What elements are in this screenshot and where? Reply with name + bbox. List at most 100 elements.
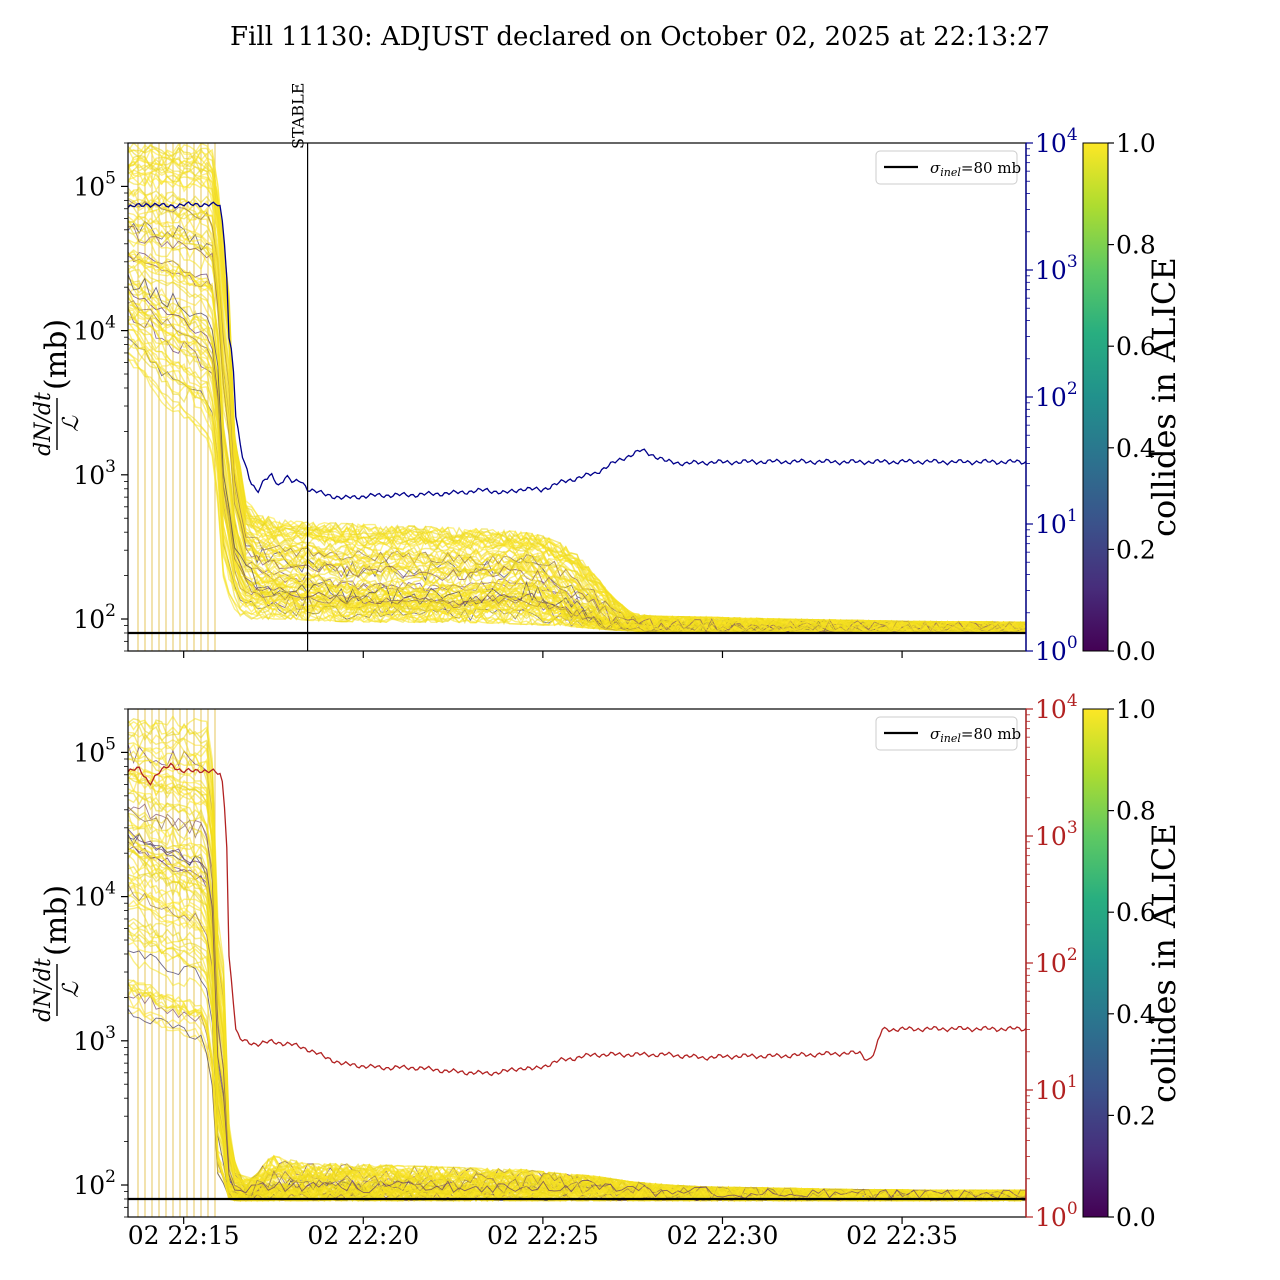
- y-axis-label: dN/dt ℒ (mb): [31, 319, 84, 456]
- bunch-trace: [128, 220, 1026, 634]
- x-tick-label: 02 22:20: [307, 1221, 419, 1250]
- y-axis-label-unit: (mb): [39, 885, 74, 956]
- bunch-trace: [128, 803, 1026, 1202]
- bottom-panel: 102 103 104 105 100 101 102 103 104 02 22:15 02 22…: [31, 691, 1183, 1250]
- bunch-trace: [128, 732, 1026, 1200]
- bunch-trace: [128, 936, 1026, 1202]
- y-axis-label-denominator: ℒ: [59, 415, 84, 432]
- bunch-trace: [128, 884, 1026, 1202]
- y-axis-label-unit: (mb): [39, 319, 74, 390]
- bunch-trace: [128, 871, 1026, 1203]
- bunch-trace: [128, 847, 1026, 1200]
- bunch-trace: [128, 744, 1026, 1201]
- bunch-trace: [128, 903, 1026, 1202]
- right-tick-label: 102: [1035, 379, 1078, 412]
- axes-frame: [127, 708, 1027, 1218]
- bunch-trace: [128, 846, 1026, 1200]
- y-tick-label: 102: [73, 601, 116, 634]
- bunch-trace: [128, 718, 1026, 1202]
- colorbar-tick-label: 1.0: [1116, 695, 1156, 724]
- legend-box: [875, 716, 1018, 751]
- bunch-trace: [128, 812, 1026, 1203]
- y-axis-label-numerator: dN/dt: [31, 392, 56, 456]
- bunch-trace: [128, 921, 1026, 1202]
- right-tick-label: 103: [1035, 818, 1078, 851]
- y-axis-label-denominator: ℒ: [59, 981, 84, 998]
- bunch-trace: [128, 769, 1026, 1198]
- y-tick-label: 103: [73, 457, 116, 490]
- bunch-trace: [128, 806, 1026, 1203]
- bunch-trace: [128, 876, 1026, 1203]
- stable-marker-label: STABLE: [289, 83, 308, 149]
- plot-area: [128, 709, 1026, 1217]
- bunch-trace: [128, 765, 1026, 1198]
- colorbar-tick-label: 0.8: [1116, 231, 1156, 260]
- bunch-trace: [128, 714, 1026, 1198]
- bunch-trace: [128, 777, 1026, 1202]
- bunch-trace: [128, 773, 1026, 1202]
- bunch-trace: [128, 832, 1026, 1201]
- bunch-trace: [128, 941, 1026, 1202]
- bunch-trace: [128, 749, 1026, 1198]
- y-tick-label: 104: [73, 879, 116, 912]
- right-tick-label: 103: [1035, 252, 1078, 285]
- bunch-trace: [128, 874, 1026, 1203]
- plot-area: [128, 143, 1026, 651]
- bunch-trace: [128, 328, 1026, 633]
- y-axis-label-numerator: dN/dt: [31, 958, 56, 1022]
- right-axis-series: [128, 201, 1026, 501]
- bunch-trace: [128, 836, 1026, 1201]
- right-axis-series: [128, 762, 1026, 1077]
- bunch-trace: [128, 828, 1026, 1200]
- bunch-trace: [128, 792, 1026, 1200]
- x-tick-label: 02 22:30: [667, 1221, 779, 1250]
- bunch-trace: [128, 741, 1026, 1201]
- bunch-trace: [128, 751, 1026, 1202]
- right-tick-label: 100: [1035, 1199, 1078, 1232]
- right-tick-label: 104: [1035, 691, 1078, 724]
- bunch-trace: [128, 812, 1026, 1203]
- bunch-trace: [128, 768, 1026, 1202]
- colorbar-tick-label: 0.4: [1116, 1000, 1156, 1029]
- bunch-trace: [128, 927, 1026, 1203]
- bunch-trace: [128, 847, 1026, 1202]
- colorbar-tick-label: 0.8: [1116, 797, 1156, 826]
- bunch-trace: [128, 789, 1026, 1203]
- bunch-trace: [128, 776, 1026, 1198]
- bunch-trace: [128, 154, 1026, 633]
- bunch-trace: [128, 924, 1026, 1203]
- bunch-trace: [128, 833, 1026, 1201]
- y-axis-label: dN/dt ℒ (mb): [31, 885, 84, 1022]
- x-tick-label: 02 22:25: [487, 1221, 599, 1250]
- bunch-trace: [128, 876, 1026, 1203]
- colorbar: [1082, 142, 1109, 652]
- bunch-trace: [128, 899, 1026, 1202]
- right-tick-label: 101: [1035, 1072, 1078, 1105]
- legend: σinel=80 mb: [875, 150, 1021, 185]
- y-tick-label: 103: [73, 1023, 116, 1056]
- bunch-trace: [128, 839, 1026, 1201]
- colorbar-tick-label: 0.2: [1116, 1101, 1156, 1130]
- bunch-trace: [128, 225, 1026, 633]
- bunch-trace: [128, 793, 1026, 1201]
- bunch-trace: [128, 847, 1026, 1199]
- figure-title: Fill 11130: ADJUST declared on October 0…: [230, 22, 1050, 52]
- bunch-trace: [128, 772, 1026, 1202]
- bunch-trace: [128, 930, 1026, 1203]
- bunch-trace: [128, 906, 1026, 1203]
- bunch-trace: [128, 885, 1026, 1203]
- y-tick-label: 105: [73, 734, 116, 767]
- top-panel: STABLE 102 103 104 105 100 101 102 103 104 dN/dt ℒ (…: [31, 83, 1183, 666]
- bunch-trace: [128, 865, 1026, 1202]
- bunch-trace: [128, 1005, 1026, 1202]
- bunch-trace: [128, 831, 1026, 1202]
- bunch-trace: [128, 724, 1026, 1201]
- right-tick-label: 101: [1035, 506, 1078, 539]
- x-tick-label: 02 22:15: [128, 1221, 240, 1250]
- bunch-trace: [128, 806, 1026, 1202]
- bunch-trace: [128, 929, 1026, 1203]
- bunch-trace: [128, 819, 1026, 1203]
- y-tick-label: 102: [73, 1167, 116, 1200]
- colorbar-tick-label: 0.6: [1116, 332, 1156, 361]
